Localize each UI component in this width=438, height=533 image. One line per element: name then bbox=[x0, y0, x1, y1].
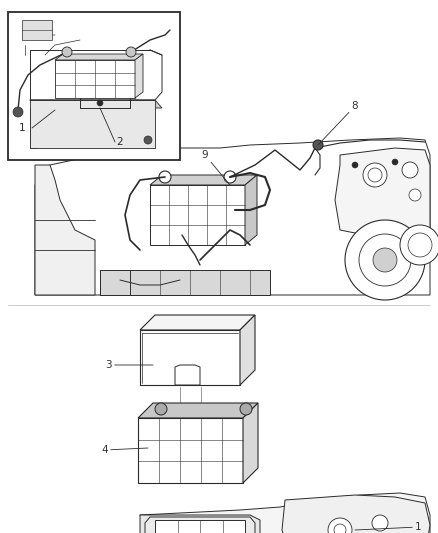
Polygon shape bbox=[155, 520, 245, 533]
Text: 1: 1 bbox=[19, 123, 25, 133]
Text: 8: 8 bbox=[318, 101, 358, 145]
Circle shape bbox=[392, 159, 398, 165]
Circle shape bbox=[363, 163, 387, 187]
Polygon shape bbox=[150, 185, 245, 245]
Polygon shape bbox=[35, 138, 430, 295]
Circle shape bbox=[368, 168, 382, 182]
Polygon shape bbox=[35, 165, 95, 295]
Circle shape bbox=[409, 189, 421, 201]
Polygon shape bbox=[138, 418, 243, 483]
Text: 4: 4 bbox=[101, 445, 148, 455]
Polygon shape bbox=[140, 330, 240, 385]
Polygon shape bbox=[335, 148, 430, 238]
Circle shape bbox=[97, 100, 103, 106]
Circle shape bbox=[328, 518, 352, 533]
Polygon shape bbox=[150, 175, 257, 185]
Circle shape bbox=[408, 233, 432, 257]
Polygon shape bbox=[140, 315, 255, 330]
Polygon shape bbox=[35, 493, 430, 533]
Text: 3: 3 bbox=[106, 360, 153, 370]
Circle shape bbox=[159, 171, 171, 183]
Polygon shape bbox=[135, 54, 143, 98]
Circle shape bbox=[352, 162, 358, 168]
Text: 1: 1 bbox=[355, 522, 422, 532]
Circle shape bbox=[373, 248, 397, 272]
Polygon shape bbox=[138, 403, 258, 418]
Polygon shape bbox=[282, 495, 430, 533]
Bar bbox=[22, 20, 52, 40]
Circle shape bbox=[345, 220, 425, 300]
Polygon shape bbox=[245, 175, 257, 245]
Polygon shape bbox=[145, 517, 255, 533]
Polygon shape bbox=[240, 315, 255, 385]
Circle shape bbox=[240, 403, 252, 415]
Polygon shape bbox=[55, 54, 143, 60]
Text: 2: 2 bbox=[117, 137, 124, 147]
Circle shape bbox=[359, 234, 411, 286]
Circle shape bbox=[372, 515, 388, 531]
Circle shape bbox=[13, 107, 23, 117]
Polygon shape bbox=[30, 108, 37, 148]
Bar bbox=[8, 12, 180, 160]
Polygon shape bbox=[140, 515, 260, 533]
Circle shape bbox=[144, 136, 152, 144]
Polygon shape bbox=[30, 100, 155, 148]
Polygon shape bbox=[30, 100, 162, 108]
Polygon shape bbox=[243, 403, 258, 483]
Circle shape bbox=[313, 140, 323, 150]
Polygon shape bbox=[100, 270, 270, 295]
Circle shape bbox=[400, 225, 438, 265]
Circle shape bbox=[402, 162, 418, 178]
Polygon shape bbox=[55, 60, 135, 98]
Circle shape bbox=[224, 171, 236, 183]
Circle shape bbox=[155, 403, 167, 415]
Text: 9: 9 bbox=[201, 150, 230, 185]
Circle shape bbox=[126, 47, 136, 57]
Polygon shape bbox=[175, 365, 200, 385]
Circle shape bbox=[62, 47, 72, 57]
Circle shape bbox=[334, 524, 346, 533]
